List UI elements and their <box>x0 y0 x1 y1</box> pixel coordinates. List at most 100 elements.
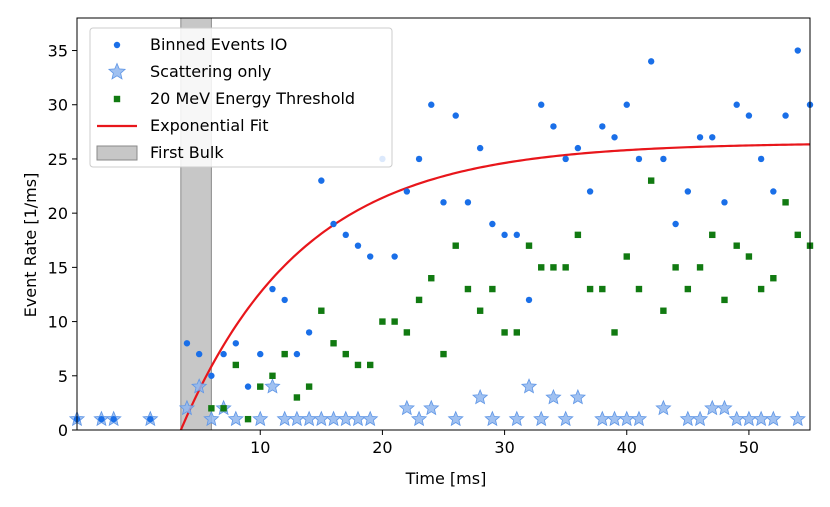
scattering-only-point-10 <box>264 378 281 394</box>
binned-events-io-point-19 <box>367 253 374 260</box>
20-mev-energy-threshold-point-38 <box>672 264 679 271</box>
20-mev-energy-threshold-point-44 <box>745 253 753 260</box>
binned-events-io-point-1 <box>98 415 105 423</box>
scattering-only-point-29 <box>557 410 574 427</box>
scattering-only-point-39 <box>716 399 733 416</box>
binned-events-io-point-24 <box>428 101 435 108</box>
binned-events-io-point-22 <box>403 188 411 195</box>
20-mev-energy-threshold-point-20 <box>452 242 459 249</box>
scattering-only-point-20 <box>410 410 428 427</box>
20-mev-energy-threshold-point-16 <box>403 329 411 336</box>
y-tick-label-35: 35 <box>48 42 68 61</box>
binned-events-io-point-12 <box>281 296 288 304</box>
scattering-only-point-13 <box>300 410 318 427</box>
binned-events-io-point-47 <box>709 134 716 141</box>
20-mev-energy-threshold-point-22 <box>476 307 484 314</box>
20-mev-energy-threshold-point-4 <box>257 383 264 390</box>
x-tick-label-40: 40 <box>617 438 637 457</box>
legend-marker-binned-events <box>113 41 121 49</box>
binned-events-io-point-8 <box>232 340 240 347</box>
20-mev-energy-threshold-point-3 <box>244 415 252 423</box>
binned-events-io-point-54 <box>794 47 801 54</box>
20-mev-energy-threshold-point-39 <box>684 285 692 293</box>
y-tick-label-15: 15 <box>48 258 68 277</box>
binned-events-io-point-28 <box>476 144 484 152</box>
20-mev-energy-threshold-point-30 <box>574 231 582 239</box>
20-mev-energy-threshold-point-7 <box>293 394 301 401</box>
scattering-only-point-25 <box>508 410 525 427</box>
y-tick-label-0: 0 <box>58 421 68 440</box>
legend-entry-exponential-fit: Exponential Fit <box>150 116 268 135</box>
legend-marker-scattering-only <box>107 62 127 80</box>
binned-events-io-point-50 <box>745 112 753 119</box>
legend-entry-binned-events: Binned Events IO <box>150 35 287 54</box>
scattering-only-point-5 <box>191 378 208 394</box>
y-tick-label-10: 10 <box>48 313 68 332</box>
scattering-only-point-30 <box>569 388 587 405</box>
20-mev-energy-threshold-point-46 <box>770 275 777 282</box>
scattering-only-point-14 <box>313 410 330 427</box>
binned-events-io-point-37 <box>586 188 594 195</box>
scattering-only-point-16 <box>337 410 354 427</box>
20-mev-energy-threshold-point-10 <box>330 340 337 347</box>
20-mev-energy-threshold-point-11 <box>342 350 349 358</box>
20-mev-energy-threshold-point-42 <box>721 296 728 304</box>
binned-events-io-point-31 <box>513 231 520 239</box>
binned-events-io-point-46 <box>696 134 704 141</box>
binned-events-io-point-7 <box>220 350 227 358</box>
binned-events-io-point-43 <box>660 155 667 163</box>
scattering-only-point-12 <box>288 410 306 427</box>
20-mev-energy-threshold-point-32 <box>599 285 606 293</box>
y-tick-label-20: 20 <box>48 204 68 223</box>
20-mev-energy-threshold-point-13 <box>367 361 374 369</box>
binned-events-io-point-44 <box>672 220 679 228</box>
20-mev-energy-threshold-point-48 <box>794 231 801 239</box>
binned-events-io-point-38 <box>599 123 606 130</box>
fit-layer <box>179 143 811 431</box>
20-mev-energy-threshold-point-31 <box>586 285 594 293</box>
plot-frame <box>76 17 811 431</box>
20-mev-energy-threshold-point-24 <box>501 329 508 336</box>
binned-events-io-point-45 <box>684 188 692 195</box>
scattering-only-point-21 <box>423 399 440 416</box>
scattering-only-point-27 <box>533 410 550 427</box>
binned-events-io-point-18 <box>354 242 362 249</box>
legend-entry-first-bulk: First Bulk <box>150 143 224 162</box>
20-mev-energy-threshold-point-41 <box>709 231 716 239</box>
20-mev-energy-threshold-point-15 <box>391 318 398 325</box>
scattering-only-point-8 <box>227 410 244 427</box>
scattering-only-point-9 <box>252 410 269 427</box>
scattering-only-point-41 <box>740 410 758 427</box>
20-mev-energy-threshold-point-18 <box>428 275 435 282</box>
scattering-only-point-17 <box>349 410 367 427</box>
legend-marker-first-bulk <box>96 145 138 161</box>
scattering-only-point-40 <box>728 410 745 427</box>
binned-events-io-point-6 <box>208 372 215 379</box>
20-mev-energy-threshold-point-23 <box>489 285 496 293</box>
20-mev-energy-threshold-point-36 <box>647 177 655 184</box>
scattering-only-point-24 <box>484 410 501 427</box>
x-tick-label-10: 10 <box>250 438 270 457</box>
binned-events-io-point-41 <box>635 155 643 163</box>
x-tick-label-30: 30 <box>494 438 514 457</box>
20-mev-energy-threshold-point-29 <box>562 264 569 271</box>
20-mev-energy-threshold-point-40 <box>696 264 704 271</box>
scattering-only-point-43 <box>765 410 782 427</box>
scattering-only-point-33 <box>618 410 635 427</box>
binned-events-io-point-39 <box>611 134 618 141</box>
scattering-only-point-42 <box>753 410 770 427</box>
y-tick-label-30: 30 <box>48 96 68 115</box>
binned-events-io-point-11 <box>269 285 276 293</box>
scattering-only-point-18 <box>362 410 379 427</box>
20-mev-energy-threshold-point-43 <box>733 242 740 249</box>
20-mev-energy-threshold-point-8 <box>305 383 313 390</box>
20-mev-energy-threshold-point-37 <box>660 307 667 314</box>
scattering-only-point-11 <box>276 410 293 427</box>
20-mev-energy-threshold-point-45 <box>757 285 765 293</box>
scattering-only-point-37 <box>691 410 709 427</box>
scattering-only-point-22 <box>447 410 464 427</box>
binned-events-io-point-29 <box>489 220 496 228</box>
20-mev-energy-threshold-point-17 <box>415 296 423 304</box>
20-mev-energy-threshold-point-12 <box>354 361 362 369</box>
axes-frame <box>76 17 811 431</box>
